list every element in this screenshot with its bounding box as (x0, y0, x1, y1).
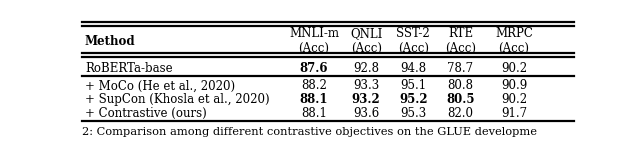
Text: 88.2: 88.2 (301, 79, 327, 92)
Text: 90.9: 90.9 (501, 79, 527, 92)
Text: 78.7: 78.7 (447, 62, 474, 75)
Text: 80.8: 80.8 (447, 79, 474, 92)
Text: RoBERTa-base: RoBERTa-base (85, 62, 173, 75)
Text: 93.6: 93.6 (353, 107, 380, 120)
Text: 87.6: 87.6 (300, 62, 328, 75)
Text: 90.2: 90.2 (501, 93, 527, 106)
Text: + SupCon (Khosla et al., 2020): + SupCon (Khosla et al., 2020) (85, 93, 269, 106)
Text: 95.2: 95.2 (399, 93, 428, 106)
Text: QNLI
(Acc): QNLI (Acc) (350, 27, 382, 55)
Text: 95.3: 95.3 (400, 107, 426, 120)
Text: 90.2: 90.2 (501, 62, 527, 75)
Text: MRPC
(Acc): MRPC (Acc) (495, 27, 533, 55)
Text: 91.7: 91.7 (501, 107, 527, 120)
Text: 2: Comparison among different contrastive objectives on the GLUE developme: 2: Comparison among different contrastiv… (83, 127, 538, 137)
Text: 93.2: 93.2 (352, 93, 381, 106)
Text: 92.8: 92.8 (353, 62, 379, 75)
Text: 94.8: 94.8 (400, 62, 426, 75)
Text: + Contrastive (ours): + Contrastive (ours) (85, 107, 207, 120)
Text: 93.3: 93.3 (353, 79, 380, 92)
Text: MNLI-m
(Acc): MNLI-m (Acc) (289, 27, 339, 55)
Text: 88.1: 88.1 (300, 93, 328, 106)
Text: 95.1: 95.1 (400, 79, 426, 92)
Text: 88.1: 88.1 (301, 107, 327, 120)
Text: + MoCo (He et al., 2020): + MoCo (He et al., 2020) (85, 79, 235, 92)
Text: Method: Method (85, 35, 136, 48)
Text: RTE
(Acc): RTE (Acc) (445, 27, 476, 55)
Text: SST-2
(Acc): SST-2 (Acc) (396, 27, 430, 55)
Text: 80.5: 80.5 (446, 93, 475, 106)
Text: 82.0: 82.0 (447, 107, 474, 120)
